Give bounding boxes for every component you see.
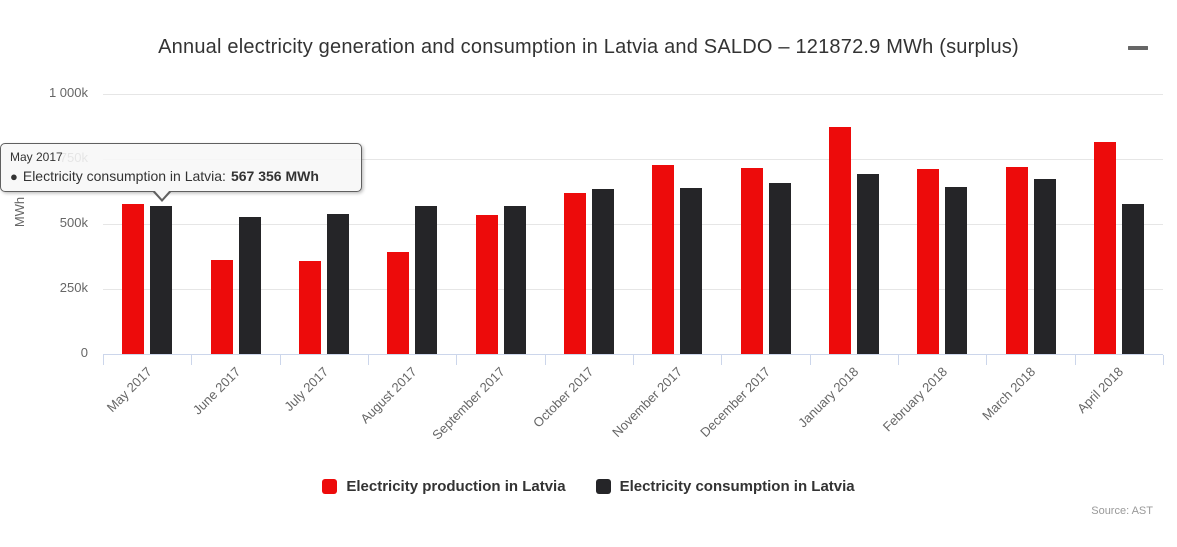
x-axis-tick: [368, 355, 369, 365]
x-axis-category-label-text: July 2017: [281, 364, 332, 414]
x-axis-tick: [279, 355, 281, 365]
x-axis-category-label-text: December 2017: [697, 364, 774, 441]
x-axis-tick: [633, 355, 634, 365]
source-credit: Source: AST: [1091, 505, 1153, 517]
production-swatch-icon: [322, 479, 338, 494]
gridline: [103, 289, 1163, 290]
bar-consumption[interactable]: [415, 206, 438, 354]
x-axis-category-label-text: November 2017: [608, 364, 685, 441]
export-menu-button[interactable]: [1128, 46, 1148, 63]
x-axis-category-label-text: August 2017: [357, 364, 420, 427]
y-axis-tick-label: 0: [80, 345, 88, 360]
bar-production[interactable]: [298, 260, 321, 354]
bar-consumption[interactable]: [1033, 179, 1056, 354]
tooltip-value: 567 356 MWh: [230, 168, 319, 184]
x-axis-tick: [1163, 355, 1164, 365]
x-axis-category-label-text: September 2017: [429, 364, 509, 443]
x-axis-tick: [809, 355, 811, 365]
x-axis-line: [103, 354, 1163, 355]
bar-consumption[interactable]: [945, 186, 968, 354]
bar-production[interactable]: [652, 165, 675, 354]
tooltip-series-line: ● Electricity consumption in Latvia: 567 3…: [10, 168, 351, 184]
bar-production[interactable]: [1093, 141, 1116, 354]
gridline: [103, 224, 1163, 225]
bar-production[interactable]: [387, 252, 410, 354]
hamburger-menu-icon: [1128, 46, 1148, 50]
bar-consumption[interactable]: [326, 214, 349, 354]
x-axis-category-label-text: May 2017: [103, 364, 155, 415]
x-axis-category-label-text: February 2018: [879, 364, 950, 435]
legend-item-production[interactable]: Electricity production in Latvia: [322, 478, 566, 495]
x-axis-tick: [456, 355, 458, 365]
x-axis-category-label-text: June 2017: [189, 364, 244, 418]
legend: Electricity production in Latvia Electri…: [0, 478, 1177, 495]
bar-production[interactable]: [563, 193, 586, 354]
legend-item-consumption[interactable]: Electricity consumption in Latvia: [595, 478, 855, 495]
bar-consumption[interactable]: [856, 174, 879, 354]
series-marker-icon: ●: [10, 169, 18, 184]
tooltip-header: May 2017: [10, 150, 63, 164]
chart-title: Annual electricity generation and consum…: [158, 36, 1019, 58]
tooltip: May 2017 ● Electricity consumption in Lat…: [0, 143, 362, 202]
x-axis-tick: [544, 355, 546, 365]
x-axis-category-label-text: January 2018: [795, 364, 862, 431]
bar-consumption[interactable]: [591, 188, 614, 354]
x-axis-tick: [898, 355, 899, 365]
bar-consumption[interactable]: [768, 182, 791, 354]
bar-consumption[interactable]: [503, 205, 526, 354]
legend-label-production: Electricity production in Latvia: [346, 478, 566, 495]
bar-production[interactable]: [917, 168, 940, 354]
bar-production[interactable]: [475, 215, 498, 354]
x-axis-tick: [721, 355, 723, 365]
gridline: [103, 159, 1163, 160]
x-axis-tick: [1074, 355, 1076, 365]
consumption-swatch-icon: [595, 479, 611, 494]
bar-production[interactable]: [210, 259, 233, 354]
bar-consumption[interactable]: [238, 216, 261, 354]
bar-consumption[interactable]: [150, 206, 173, 354]
bar-production[interactable]: [122, 203, 145, 354]
x-axis-category-label-text: March 2018: [978, 364, 1039, 424]
x-axis-tick: [191, 355, 193, 365]
x-axis-category-label-text: April 2018: [1074, 364, 1127, 417]
bar-production[interactable]: [828, 127, 851, 354]
x-axis-tick: [986, 355, 988, 365]
bar-consumption[interactable]: [680, 187, 703, 354]
tooltip-series-label: Electricity consumption in Latvia:: [22, 168, 226, 184]
bar-production[interactable]: [740, 167, 763, 354]
gridline: [103, 94, 1163, 95]
x-axis-tick: [103, 355, 104, 365]
y-axis-tick-label: 500k: [59, 215, 88, 230]
legend-label-consumption: Electricity consumption in Latvia: [619, 478, 855, 495]
x-axis-category-label-text: October 2017: [530, 364, 597, 431]
bar-production[interactable]: [1005, 166, 1028, 354]
bar-consumption[interactable]: [1121, 204, 1144, 354]
y-axis-tick-label: 1 000k: [48, 85, 88, 100]
y-axis-tick-label: 250k: [59, 280, 88, 295]
